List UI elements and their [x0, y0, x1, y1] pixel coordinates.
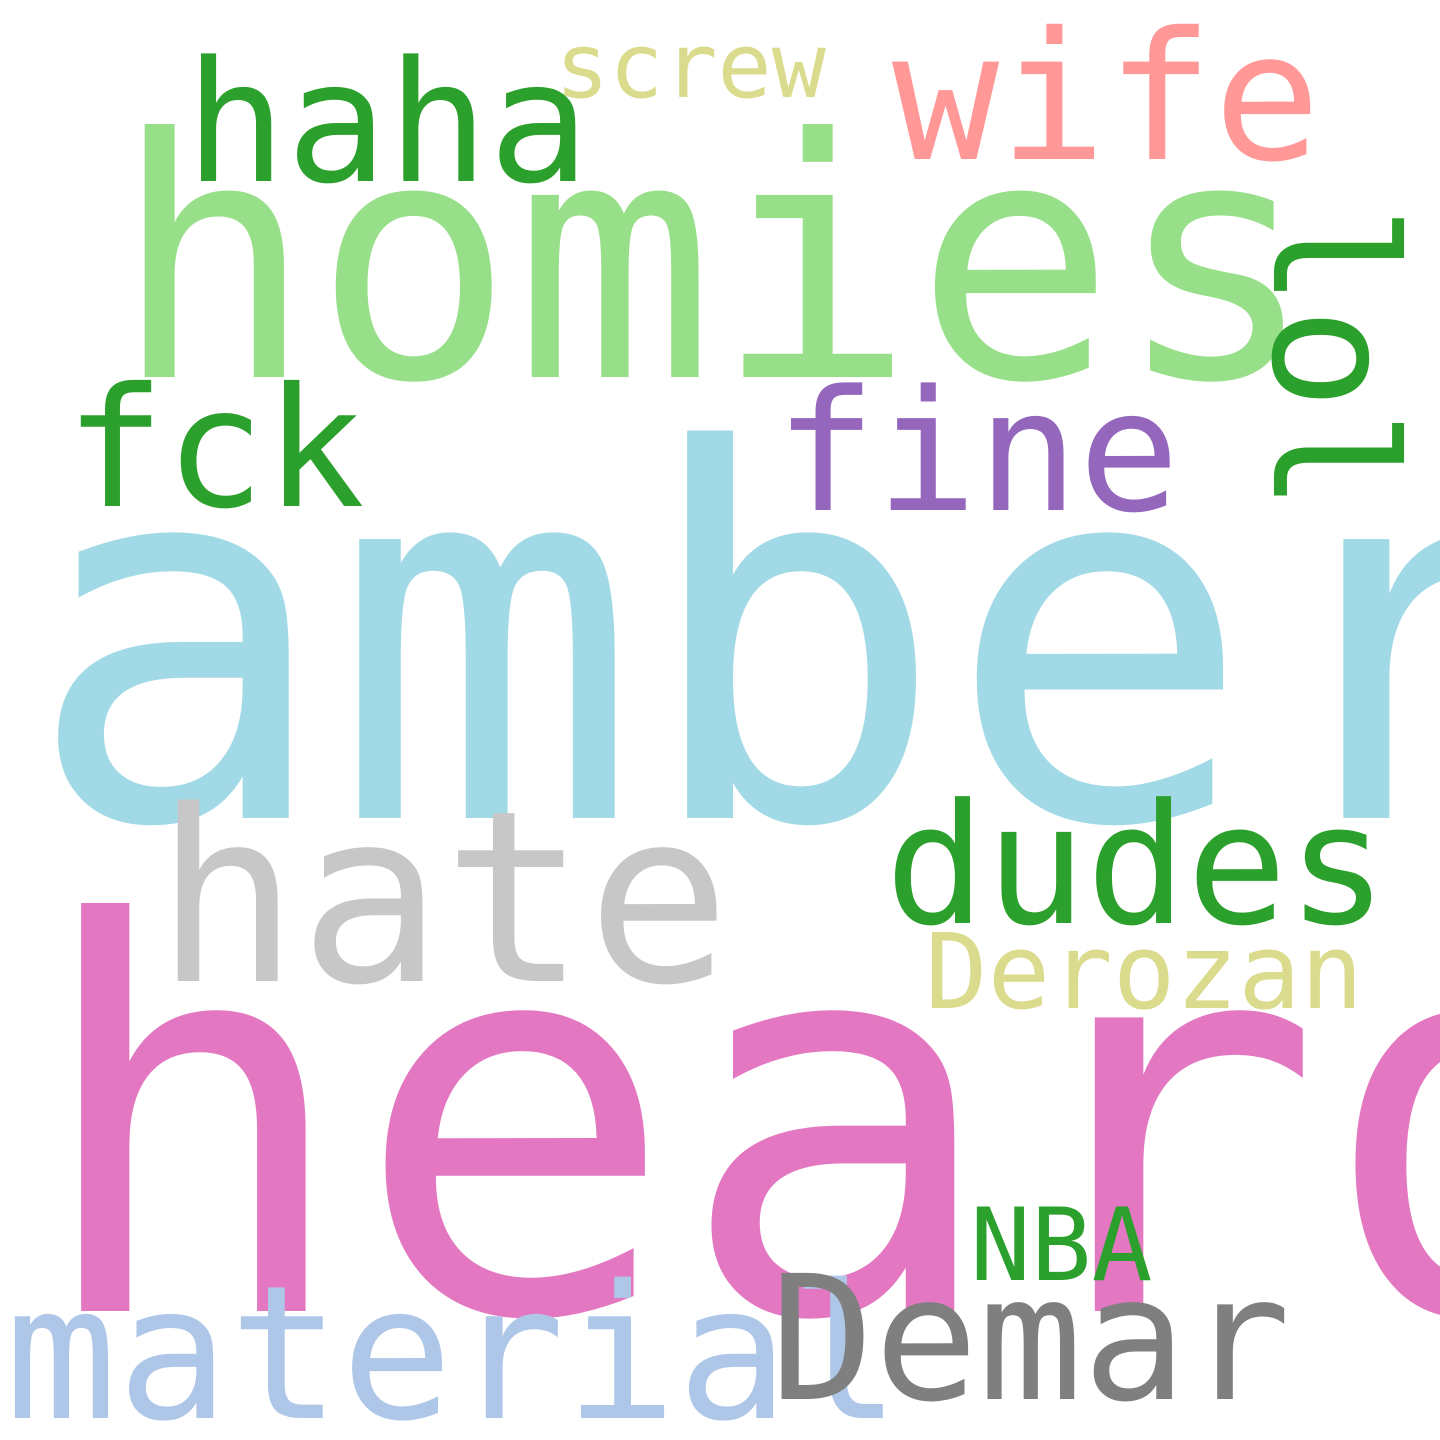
- word-heard: heard: [30, 813, 1440, 1438]
- word-derozan: Derozan: [925, 911, 1364, 1033]
- word-wife: wife: [892, 0, 1321, 201]
- word-homies: homies: [113, 68, 1316, 456]
- word-nba: NBA: [970, 1186, 1153, 1304]
- word-demar: Demar: [770, 1238, 1291, 1440]
- word-fck: fck: [65, 353, 365, 546]
- word-dudes: dudes: [885, 769, 1388, 963]
- word-hate: hate: [155, 760, 731, 1038]
- word-haha: haha: [185, 25, 590, 221]
- word-fine: fine: [775, 354, 1180, 550]
- word-material: material: [5, 1245, 901, 1440]
- word-amber: amber: [25, 346, 1440, 939]
- word-lol: lol: [1233, 205, 1431, 513]
- word-screw: screw: [555, 14, 826, 119]
